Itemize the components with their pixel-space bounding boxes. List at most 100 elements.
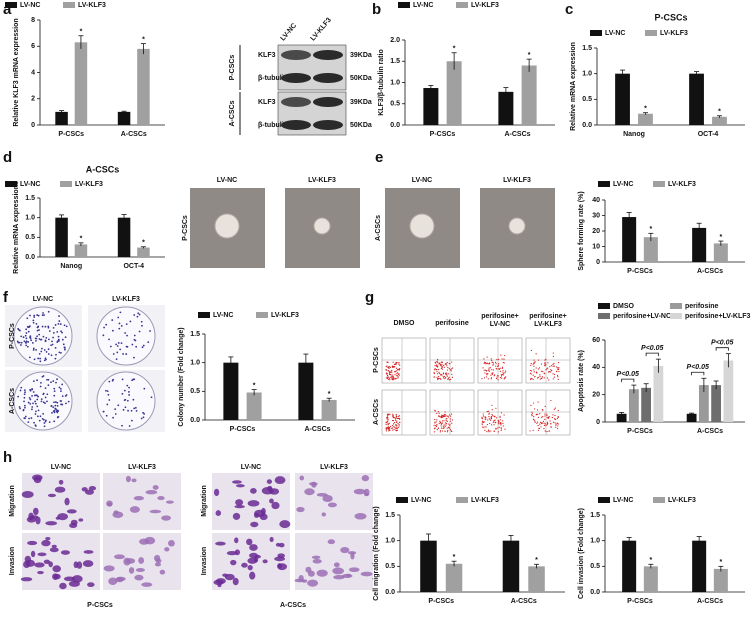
event <box>391 377 393 379</box>
event <box>387 418 389 420</box>
chart-title: P-CSCs <box>654 12 687 22</box>
event <box>439 364 442 366</box>
panel-label: c <box>565 1 573 18</box>
event <box>543 362 546 364</box>
significance: * <box>535 557 538 564</box>
y-tick-label: 40 <box>592 364 600 371</box>
event <box>396 372 398 375</box>
event <box>450 413 453 415</box>
event <box>501 358 503 360</box>
colony <box>40 400 43 403</box>
event <box>481 424 483 426</box>
event <box>536 422 538 424</box>
group-label: A-CSCs <box>280 602 306 609</box>
colony <box>31 342 34 344</box>
colony <box>47 348 50 351</box>
cell <box>48 561 53 568</box>
event <box>445 415 447 417</box>
cell <box>250 488 257 494</box>
legend-swatch <box>670 313 682 319</box>
colony <box>25 340 28 343</box>
colony <box>35 340 37 342</box>
event <box>499 377 502 379</box>
event <box>492 364 494 366</box>
event <box>443 375 446 378</box>
colony <box>47 378 50 381</box>
event <box>495 407 497 409</box>
x-tick-label: OCT-4 <box>698 131 719 138</box>
colony <box>35 349 37 351</box>
cell <box>360 571 373 577</box>
event <box>555 423 557 425</box>
event <box>449 427 451 429</box>
event <box>486 431 488 433</box>
colony <box>128 394 131 396</box>
event <box>537 429 539 431</box>
event <box>535 367 537 369</box>
colony <box>36 398 39 401</box>
event <box>393 363 396 366</box>
colony <box>64 336 67 339</box>
colony <box>47 384 50 387</box>
colony <box>24 391 26 394</box>
legend-swatch <box>645 30 657 36</box>
colony <box>46 400 48 403</box>
event <box>438 371 440 373</box>
cell <box>54 486 66 493</box>
event <box>552 363 554 366</box>
colony <box>29 402 32 405</box>
protein-label: KLF3 <box>258 52 276 59</box>
event <box>389 366 392 368</box>
bar <box>74 244 88 257</box>
colony <box>44 387 47 390</box>
event <box>557 368 560 371</box>
event <box>395 367 398 369</box>
group-label: P-CSCs <box>87 602 113 609</box>
colony <box>36 335 38 338</box>
event <box>484 369 487 371</box>
event <box>500 427 502 429</box>
event <box>529 369 531 372</box>
event <box>496 358 498 361</box>
event <box>552 365 554 367</box>
event <box>444 378 446 380</box>
event <box>486 423 489 426</box>
event <box>548 371 550 373</box>
cell <box>266 479 273 484</box>
y-axis-label: Relative KLF3 mRNA expression <box>13 18 20 126</box>
bar <box>137 247 150 257</box>
flow-plot <box>477 337 523 384</box>
event <box>434 361 436 364</box>
colony <box>54 357 57 360</box>
event <box>487 429 490 431</box>
event <box>434 422 436 424</box>
event <box>392 415 394 417</box>
colony <box>44 339 47 342</box>
event <box>389 429 391 431</box>
event <box>441 430 444 432</box>
event <box>555 426 557 428</box>
cell <box>37 552 47 557</box>
colony <box>43 359 46 362</box>
colony <box>119 348 122 351</box>
colony <box>29 398 32 401</box>
event <box>548 416 550 418</box>
band <box>313 120 343 130</box>
bar <box>622 540 637 592</box>
colony <box>102 334 105 337</box>
y-tick-label: 0 <box>31 122 35 129</box>
y-tick-label: 0.5 <box>190 388 200 395</box>
significance: * <box>142 36 145 43</box>
event <box>499 419 502 421</box>
colony <box>121 392 124 395</box>
colony <box>141 324 143 327</box>
event <box>399 421 401 424</box>
event <box>495 365 497 367</box>
event <box>545 358 547 360</box>
event <box>385 428 387 430</box>
colony <box>26 325 29 328</box>
cell <box>274 556 286 562</box>
colony <box>60 390 62 393</box>
cell <box>353 488 366 495</box>
event <box>539 375 541 378</box>
